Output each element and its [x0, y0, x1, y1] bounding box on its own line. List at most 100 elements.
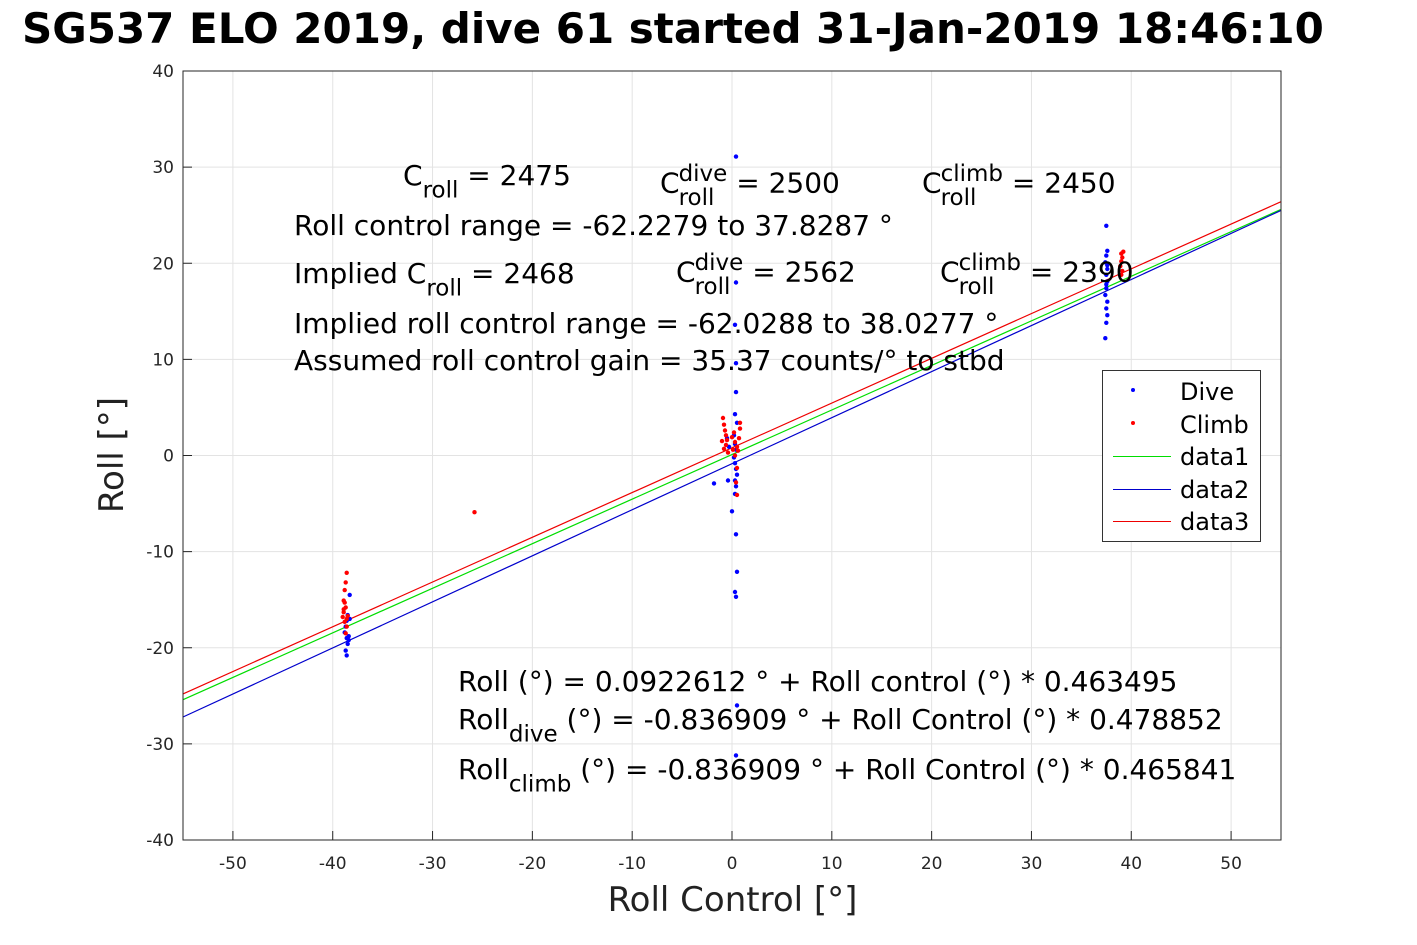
y-tick-label: -20 [146, 639, 174, 659]
point-climb [734, 444, 740, 449]
point-climb [344, 616, 349, 622]
y-tick-label: 10 [152, 350, 174, 370]
point-dive [733, 280, 739, 285]
legend-item-data2: data2 [1103, 474, 1260, 504]
tick-labels: -50 -40 -30 -20 -10 0 10 20 30 40 50 -40 -30 -20 -10 0 1… [146, 62, 1242, 874]
chart-title: SG537 ELO 2019, dive 61 started 31-Jan-2… [22, 4, 1324, 53]
y-tick-label: 0 [163, 447, 174, 467]
point-dive [1105, 313, 1110, 318]
implied-c-roll-annotation: Implied Croll = 2468 [294, 257, 575, 302]
point-climb [721, 446, 727, 451]
y-tick-label: 40 [152, 62, 174, 82]
point-dive [1105, 263, 1110, 268]
legend-item-data3: data3 [1103, 506, 1260, 536]
point-dive [347, 592, 352, 598]
point-climb [472, 510, 477, 515]
point-climb [342, 587, 347, 593]
point-dive [734, 569, 740, 574]
point-dive [346, 637, 351, 643]
point-dive [1104, 286, 1109, 291]
point-climb [733, 480, 739, 485]
data-points [340, 154, 1126, 758]
point-dive [729, 509, 735, 514]
point-climb [729, 435, 735, 440]
x-tick-label: -40 [319, 854, 347, 874]
point-climb [1119, 272, 1124, 277]
point-dive [1104, 320, 1109, 325]
y-tick-label: -30 [146, 735, 174, 755]
roll-control-range-annotation: Roll control range = -62.2279 to 37.8287… [294, 209, 893, 242]
legend-data1-line [1113, 456, 1171, 457]
point-dive [1104, 282, 1109, 287]
point-climb [1118, 263, 1123, 269]
point-climb [1120, 268, 1125, 274]
point-climb [721, 422, 727, 427]
point-climb [344, 624, 349, 629]
point-climb [734, 465, 740, 471]
x-tick-label: 40 [1120, 854, 1142, 874]
point-climb [730, 447, 736, 452]
fit-all-annotation: Roll (°) = 0.0922612 ° + Roll control (°… [458, 665, 1178, 698]
point-dive [345, 641, 350, 647]
point-dive [732, 589, 738, 595]
point-climb [723, 433, 729, 438]
x-tick-label: -30 [419, 854, 447, 874]
x-tick-label: -20 [518, 854, 546, 874]
legend-dive-label: Dive [1180, 378, 1235, 406]
x-tick-label: -50 [219, 854, 247, 874]
x-tick-label: 30 [1021, 854, 1043, 874]
point-climb [732, 439, 738, 445]
x-tick-label: 10 [821, 854, 843, 874]
point-climb [1121, 249, 1126, 254]
x-tick-label: 20 [921, 854, 943, 874]
legend-dive-marker [1131, 388, 1135, 392]
point-dive [1105, 266, 1110, 272]
point-dive [733, 389, 739, 395]
point-dive [733, 154, 739, 159]
point-dive [732, 461, 738, 466]
legend-data1-label: data1 [1180, 443, 1250, 471]
fit-dive-annotation: Rolldive (°) = -0.836909 ° + Roll Contro… [458, 703, 1223, 748]
point-dive [1103, 292, 1108, 298]
legend-data2-line [1113, 489, 1171, 490]
legend-data3-label: data3 [1180, 508, 1250, 536]
point-dive [733, 594, 739, 599]
point-climb [737, 426, 743, 431]
legend-item-data1: data1 [1103, 441, 1260, 471]
legend-data3-line [1113, 521, 1171, 522]
point-dive [733, 753, 739, 758]
legend-item-dive: Dive [1103, 376, 1260, 406]
point-climb [344, 570, 349, 575]
point-dive [1105, 248, 1110, 253]
point-dive [725, 478, 731, 483]
y-tick-label: 20 [152, 254, 174, 274]
point-climb [731, 430, 737, 435]
point-climb [723, 442, 729, 448]
fit-climb-annotation: Rollclimb (°) = -0.836909 ° + Roll Contr… [458, 753, 1237, 798]
point-climb [732, 453, 738, 458]
point-dive [734, 703, 740, 708]
y-tick-label: 30 [152, 158, 174, 178]
point-climb [734, 492, 740, 498]
legend-climb-label: Climb [1180, 411, 1249, 439]
point-dive [733, 361, 739, 366]
series-line-data2 [182, 209, 1282, 718]
legend-item-climb: Climb [1103, 409, 1260, 439]
x-axis-label: Roll Control [°] [607, 880, 858, 920]
point-dive [1103, 336, 1108, 341]
point-dive [1104, 306, 1109, 311]
series-line-data1 [182, 208, 1282, 701]
point-climb [340, 614, 345, 620]
c-roll-annotation: Croll = 2475 [403, 159, 571, 204]
y-tick-label: -40 [146, 831, 174, 851]
point-climb [737, 420, 743, 425]
point-dive [732, 412, 738, 417]
point-dive [1105, 299, 1110, 304]
point-climb [343, 580, 348, 585]
point-climb [342, 600, 347, 605]
point-dive [733, 484, 739, 489]
point-dive [1104, 272, 1109, 277]
point-dive [343, 648, 348, 653]
